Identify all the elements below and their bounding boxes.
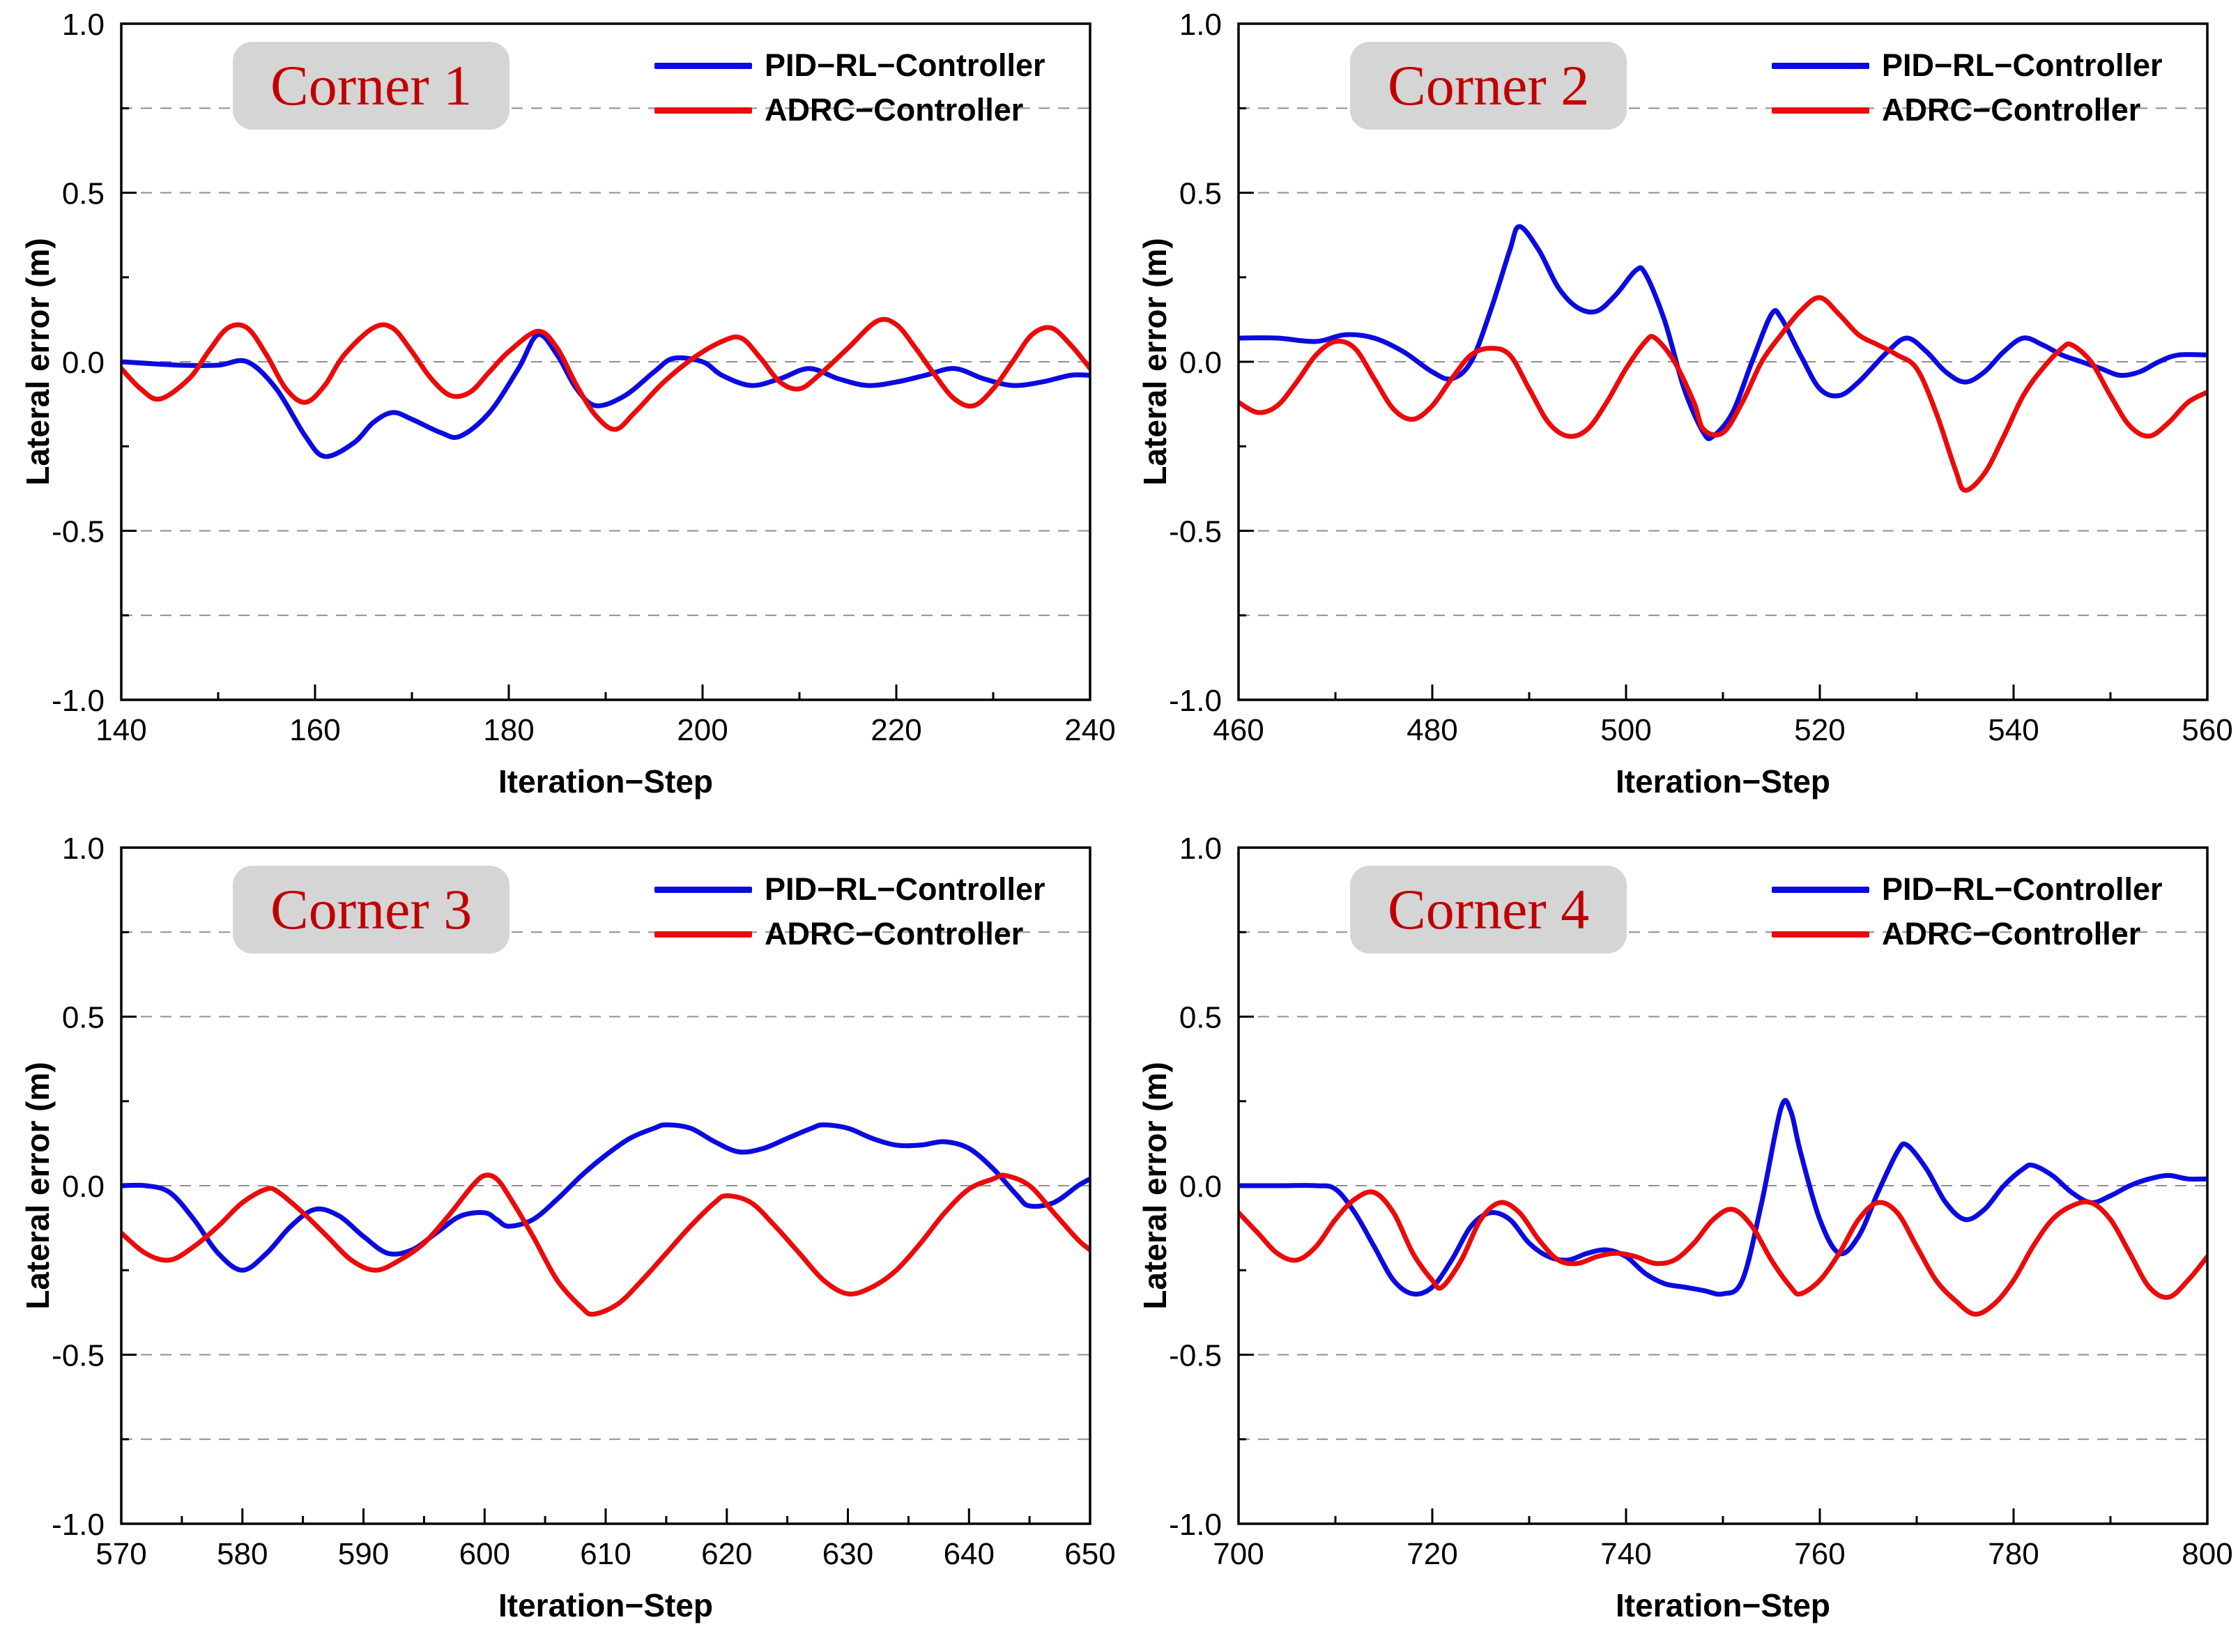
legend-item-pid: PID−RL−Controller xyxy=(1772,871,2163,908)
svg-text:590: 590 xyxy=(338,1537,389,1571)
legend: PID−RL−Controller ADRC−Controller xyxy=(1772,47,2163,128)
legend-item-pid: PID−RL−Controller xyxy=(1772,47,2163,84)
svg-text:0.5: 0.5 xyxy=(1179,177,1222,211)
svg-text:520: 520 xyxy=(1794,713,1845,747)
legend-item-adrc: ADRC−Controller xyxy=(1772,916,2163,952)
chart-corner-2: 1.0 0.5 0.0 -0.5 -1.0 460 480 500 520 540 560 Late… xyxy=(1120,3,2235,825)
svg-text:640: 640 xyxy=(944,1537,995,1571)
svg-text:0.0: 0.0 xyxy=(62,346,105,380)
svg-text:1.0: 1.0 xyxy=(1179,832,1222,866)
svg-text:0.5: 0.5 xyxy=(62,177,105,211)
svg-text:-0.5: -0.5 xyxy=(52,515,105,549)
svg-text:1.0: 1.0 xyxy=(62,832,105,866)
svg-text:200: 200 xyxy=(677,713,728,747)
svg-text:140: 140 xyxy=(95,713,146,747)
legend-line-blue-icon xyxy=(654,62,752,69)
svg-text:620: 620 xyxy=(701,1537,752,1571)
y-axis-title: Lateral error (m) xyxy=(20,1062,56,1310)
corner-label: Corner 3 xyxy=(233,866,510,954)
svg-text:580: 580 xyxy=(217,1537,268,1571)
corner-label: Corner 1 xyxy=(233,42,510,130)
legend-line-red-icon xyxy=(1772,931,1869,938)
svg-text:570: 570 xyxy=(95,1537,146,1571)
legend-line-red-icon xyxy=(654,107,752,114)
svg-text:740: 740 xyxy=(1600,1537,1651,1571)
x-axis-title: Iteration−Step xyxy=(498,1587,714,1623)
legend: PID−RL−Controller ADRC−Controller xyxy=(654,47,1045,128)
svg-text:1.0: 1.0 xyxy=(62,8,105,42)
legend-line-red-icon xyxy=(654,931,752,938)
legend-label-adrc: ADRC−Controller xyxy=(1882,916,2141,951)
legend: PID−RL−Controller ADRC−Controller xyxy=(1772,871,2163,952)
svg-text:720: 720 xyxy=(1407,1537,1457,1571)
chart-corner-3: 1.0 0.5 0.0 -0.5 -1.0 570 580 590 600 610 620 630 64… xyxy=(3,827,1118,1649)
y-axis-title: Lateral error (m) xyxy=(1137,238,1173,486)
svg-text:-1.0: -1.0 xyxy=(52,684,105,718)
legend-label-adrc: ADRC−Controller xyxy=(765,916,1024,951)
legend-label-adrc: ADRC−Controller xyxy=(765,92,1024,128)
legend-line-blue-icon xyxy=(1772,62,1869,69)
y-axis-title: Lateral error (m) xyxy=(20,238,56,486)
svg-text:160: 160 xyxy=(289,713,340,747)
svg-text:800: 800 xyxy=(2182,1537,2232,1571)
svg-text:-0.5: -0.5 xyxy=(52,1339,105,1373)
legend-line-blue-icon xyxy=(654,886,752,893)
svg-text:-0.5: -0.5 xyxy=(1169,515,1222,549)
svg-text:700: 700 xyxy=(1213,1537,1264,1571)
svg-text:220: 220 xyxy=(871,713,921,747)
legend-item-adrc: ADRC−Controller xyxy=(654,92,1045,128)
svg-text:0.5: 0.5 xyxy=(62,1001,105,1035)
svg-text:760: 760 xyxy=(1794,1537,1845,1571)
corner-label: Corner 4 xyxy=(1350,866,1627,954)
svg-text:480: 480 xyxy=(1407,713,1457,747)
chart-corner-1: 1.0 0.5 0.0 -0.5 -1.0 140 160 180 200 220 240 Late… xyxy=(3,3,1118,825)
legend-label-pid: PID−RL−Controller xyxy=(1882,871,2163,907)
svg-text:-1.0: -1.0 xyxy=(1169,684,1222,718)
legend-label-pid: PID−RL−Controller xyxy=(765,871,1045,907)
svg-text:610: 610 xyxy=(580,1537,631,1571)
legend-item-pid: PID−RL−Controller xyxy=(654,871,1045,908)
y-axis-title: Lateral error (m) xyxy=(1137,1062,1173,1310)
svg-text:-0.5: -0.5 xyxy=(1169,1339,1222,1373)
svg-text:460: 460 xyxy=(1213,713,1264,747)
legend-item-adrc: ADRC−Controller xyxy=(654,916,1045,952)
svg-text:180: 180 xyxy=(483,713,534,747)
corner-label: Corner 2 xyxy=(1350,42,1627,130)
legend-line-red-icon xyxy=(1772,107,1869,114)
svg-text:240: 240 xyxy=(1064,713,1115,747)
svg-text:0.5: 0.5 xyxy=(1179,1001,1222,1035)
svg-text:500: 500 xyxy=(1600,713,1651,747)
legend-label-adrc: ADRC−Controller xyxy=(1882,92,2141,128)
svg-text:-1.0: -1.0 xyxy=(1169,1508,1222,1542)
legend: PID−RL−Controller ADRC−Controller xyxy=(654,871,1045,952)
x-axis-title: Iteration−Step xyxy=(1615,763,1831,800)
svg-text:-1.0: -1.0 xyxy=(52,1508,105,1542)
svg-text:650: 650 xyxy=(1064,1537,1115,1571)
svg-text:540: 540 xyxy=(1988,713,2039,747)
legend-line-blue-icon xyxy=(1772,886,1869,893)
x-axis-title: Iteration−Step xyxy=(498,763,714,800)
legend-item-adrc: ADRC−Controller xyxy=(1772,92,2163,128)
svg-text:1.0: 1.0 xyxy=(1179,8,1222,42)
x-axis-title: Iteration−Step xyxy=(1615,1587,1831,1623)
svg-text:560: 560 xyxy=(2182,713,2232,747)
legend-label-pid: PID−RL−Controller xyxy=(1882,47,2163,83)
chart-corner-4: 1.0 0.5 0.0 -0.5 -1.0 700 720 740 760 780 800 Late… xyxy=(1120,827,2235,1649)
svg-text:0.0: 0.0 xyxy=(1179,346,1222,380)
legend-label-pid: PID−RL−Controller xyxy=(765,47,1045,83)
svg-text:0.0: 0.0 xyxy=(1179,1170,1222,1204)
svg-text:600: 600 xyxy=(459,1537,510,1571)
legend-item-pid: PID−RL−Controller xyxy=(654,47,1045,84)
svg-text:630: 630 xyxy=(822,1537,873,1571)
svg-text:0.0: 0.0 xyxy=(62,1170,105,1204)
svg-text:780: 780 xyxy=(1988,1537,2039,1571)
